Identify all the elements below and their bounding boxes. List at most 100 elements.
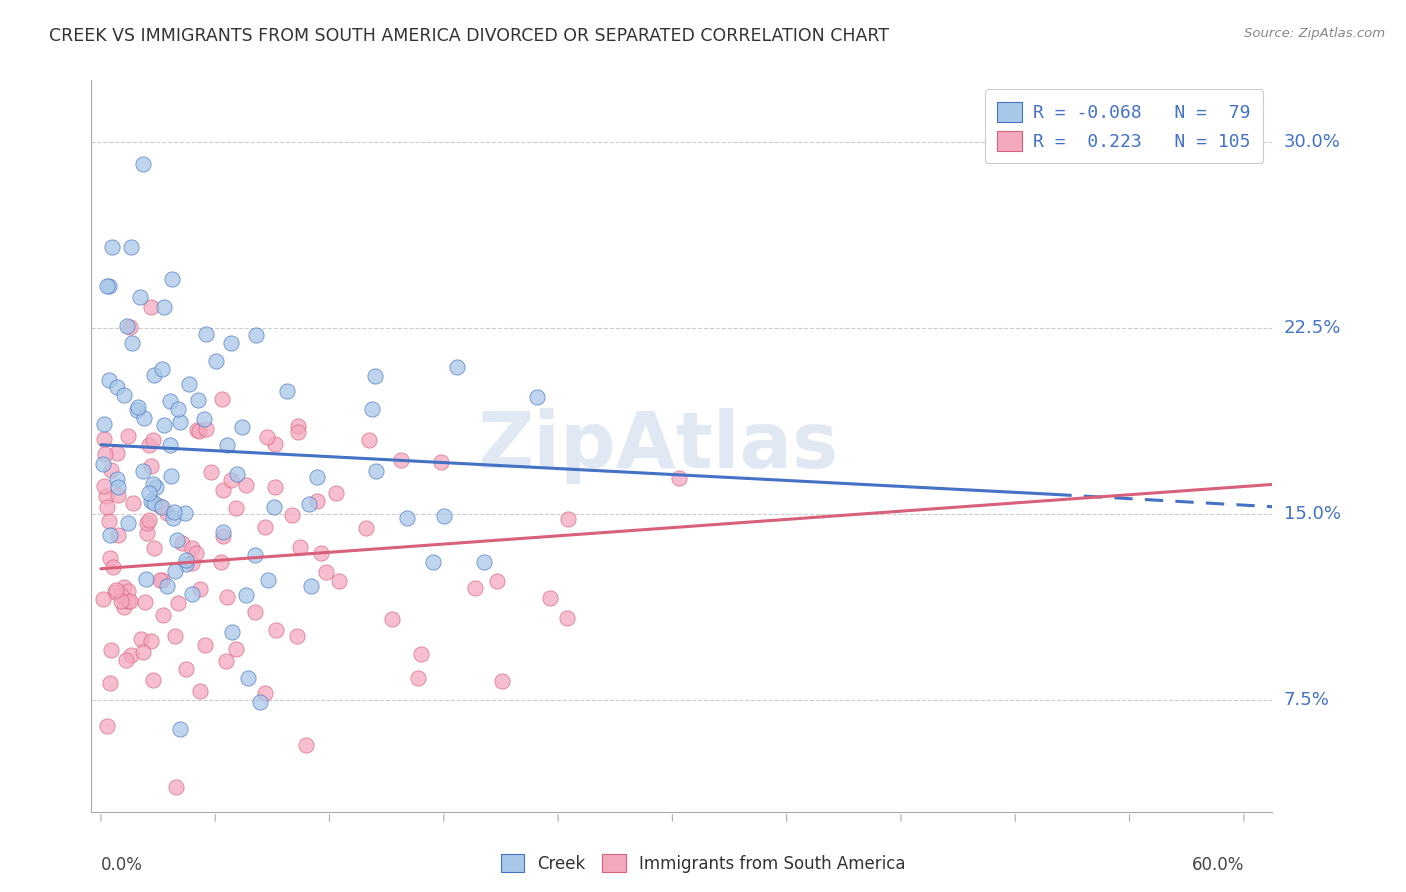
Point: [288, 540, 311, 554]
Point: [360, 401, 382, 416]
Point: [557, 511, 579, 525]
Point: [181, 556, 204, 570]
Point: [91, 457, 114, 471]
Point: [132, 645, 155, 659]
Point: [209, 555, 232, 569]
Point: [121, 335, 143, 350]
Point: [193, 412, 215, 426]
Point: [96, 500, 118, 515]
Point: [160, 271, 183, 285]
Point: [98, 278, 121, 293]
Point: [96, 278, 118, 293]
Point: [211, 392, 233, 407]
Point: [174, 662, 197, 676]
Point: [98, 527, 121, 541]
Point: [112, 388, 135, 402]
Text: 0.0%: 0.0%: [101, 856, 143, 874]
Point: [115, 318, 138, 333]
Point: [112, 600, 135, 615]
Text: 7.5%: 7.5%: [1284, 691, 1330, 709]
Point: [305, 493, 328, 508]
Point: [156, 579, 179, 593]
Y-axis label: Divorced or Separated: Divorced or Separated: [0, 359, 7, 533]
Point: [235, 588, 257, 602]
Point: [309, 545, 332, 559]
Point: [142, 433, 165, 447]
Point: [142, 496, 165, 510]
Point: [165, 780, 187, 794]
Point: [120, 648, 142, 663]
Point: [118, 594, 141, 608]
Point: [264, 437, 287, 451]
Point: [231, 420, 253, 434]
Point: [184, 546, 207, 560]
Point: [107, 528, 129, 542]
Point: [409, 647, 432, 661]
Point: [263, 500, 285, 514]
Point: [117, 428, 139, 442]
Point: [226, 467, 249, 481]
Point: [132, 157, 155, 171]
Point: [149, 573, 172, 587]
Point: [143, 368, 166, 382]
Point: [555, 611, 578, 625]
Point: [167, 402, 190, 417]
Point: [219, 336, 242, 351]
Point: [97, 372, 120, 386]
Point: [105, 583, 128, 598]
Point: [174, 558, 197, 572]
Point: [257, 573, 280, 587]
Point: [211, 483, 233, 497]
Point: [107, 488, 129, 502]
Legend: R = -0.068   N =  79, R =  0.223   N = 105: R = -0.068 N = 79, R = 0.223 N = 105: [984, 89, 1264, 163]
Point: [142, 476, 165, 491]
Point: [134, 595, 156, 609]
Point: [93, 432, 115, 446]
Point: [245, 327, 267, 342]
Point: [97, 514, 120, 528]
Point: [145, 480, 167, 494]
Point: [328, 574, 350, 588]
Point: [105, 472, 128, 486]
Point: [276, 384, 298, 399]
Point: [194, 327, 217, 342]
Point: [98, 551, 121, 566]
Point: [205, 353, 228, 368]
Point: [143, 541, 166, 556]
Point: [129, 632, 152, 646]
Point: [486, 574, 509, 588]
Point: [180, 587, 202, 601]
Point: [165, 565, 187, 579]
Point: [139, 459, 162, 474]
Point: [188, 683, 211, 698]
Point: [135, 525, 157, 540]
Point: [100, 462, 122, 476]
Point: [105, 446, 128, 460]
Point: [221, 624, 243, 639]
Point: [135, 572, 157, 586]
Point: [249, 695, 271, 709]
Point: [430, 455, 453, 469]
Point: [93, 479, 115, 493]
Point: [93, 417, 115, 431]
Point: [472, 555, 495, 569]
Point: [446, 359, 468, 374]
Point: [96, 719, 118, 733]
Point: [152, 418, 174, 433]
Point: [422, 555, 444, 569]
Point: [142, 673, 165, 688]
Text: 60.0%: 60.0%: [1191, 856, 1244, 874]
Point: [253, 686, 276, 700]
Point: [167, 596, 190, 610]
Point: [105, 380, 128, 394]
Point: [254, 520, 277, 534]
Point: [117, 594, 139, 608]
Point: [287, 629, 309, 643]
Text: 22.5%: 22.5%: [1284, 319, 1341, 337]
Legend: Creek, Immigrants from South America: Creek, Immigrants from South America: [494, 847, 912, 880]
Text: CREEK VS IMMIGRANTS FROM SOUTH AMERICA DIVORCED OR SEPARATED CORRELATION CHART: CREEK VS IMMIGRANTS FROM SOUTH AMERICA D…: [49, 27, 889, 45]
Point: [112, 580, 135, 594]
Point: [287, 425, 309, 439]
Point: [219, 473, 242, 487]
Point: [280, 508, 302, 522]
